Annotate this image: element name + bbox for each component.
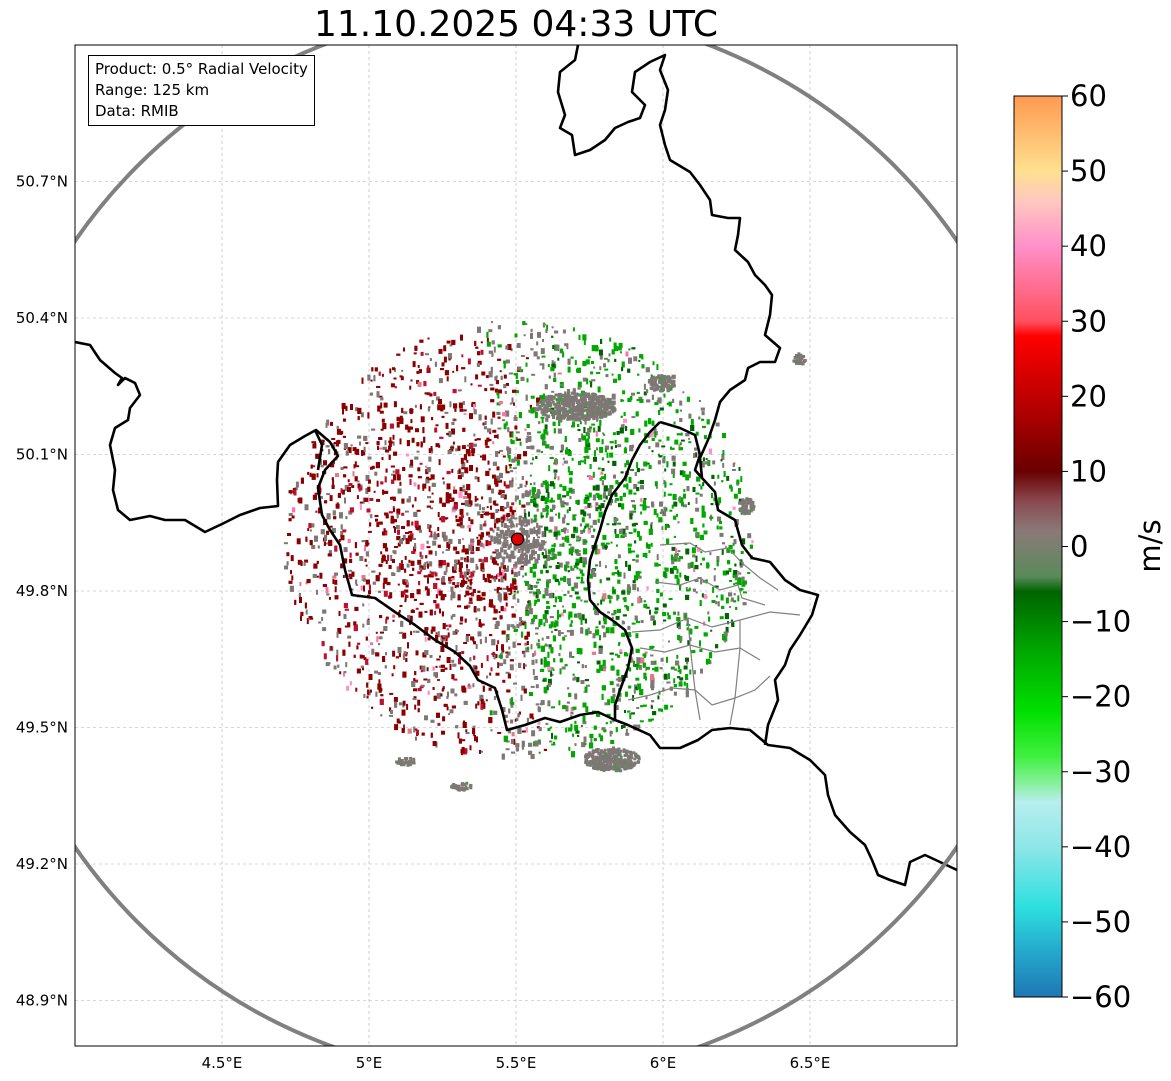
colorbar-tick-label: 40 bbox=[1070, 229, 1107, 263]
colorbar-tick-label: 50 bbox=[1070, 154, 1107, 188]
colorbar-tick-label: −50 bbox=[1070, 905, 1131, 939]
map-title: 11.10.2025 04:33 UTC bbox=[313, 4, 719, 45]
lon-tick-label: 5.5°E bbox=[496, 1054, 537, 1072]
lat-tick-label: 50.4°N bbox=[16, 309, 68, 327]
country-borders bbox=[75, 45, 957, 887]
latitude-tick-labels: 50.7°N 50.4°N 50.1°N 49.8°N 49.5°N 49.2°N 48.9… bbox=[16, 173, 68, 1010]
colorbar-tick-label: −30 bbox=[1070, 755, 1131, 789]
lat-tick-label: 48.9°N bbox=[16, 992, 68, 1010]
lat-tick-label: 49.5°N bbox=[16, 719, 68, 737]
colorbar: 60 50 40 30 20 10 0 −10 −20 −30 −40 −50 −60 m/s bbox=[1013, 79, 1167, 1014]
colorbar-tick-label: 60 bbox=[1070, 79, 1107, 113]
colorbar-ticks: 60 50 40 30 20 10 0 −10 −20 −30 −40 −50 −60 bbox=[1062, 79, 1131, 1014]
lat-tick-label: 50.1°N bbox=[16, 446, 68, 464]
radar-site-marker[interactable] bbox=[510, 532, 525, 546]
colorbar-tick-label: 10 bbox=[1070, 454, 1107, 488]
product-line: Product: 0.5° Radial Velocity bbox=[95, 60, 308, 78]
colorbar-tick-label: 20 bbox=[1070, 379, 1107, 413]
lon-tick-label: 4.5°E bbox=[202, 1054, 243, 1072]
colorbar-tick-label: −10 bbox=[1070, 605, 1131, 639]
colorbar-tick-label: −60 bbox=[1070, 980, 1131, 1014]
lat-tick-label: 49.2°N bbox=[16, 855, 68, 873]
lon-tick-label: 6.5°E bbox=[790, 1054, 831, 1072]
colorbar-tick-label: 30 bbox=[1070, 304, 1107, 338]
colorbar-gradient bbox=[1013, 95, 1063, 998]
lon-tick-label: 6°E bbox=[650, 1054, 677, 1072]
colorbar-tick-label: 0 bbox=[1070, 530, 1088, 564]
lat-tick-label: 49.8°N bbox=[16, 582, 68, 600]
data-source-line: Data: RMIB bbox=[95, 102, 179, 120]
longitude-tick-labels: 4.5°E 5°E 5.5°E 6°E 6.5°E bbox=[202, 1054, 831, 1072]
colorbar-tick-label: −40 bbox=[1070, 830, 1131, 864]
colorbar-unit-label: m/s bbox=[1133, 519, 1167, 572]
product-info-box: Product: 0.5° Radial Velocity Range: 125… bbox=[88, 55, 315, 126]
map-plot-area[interactable] bbox=[0, 9, 1051, 1079]
lat-tick-label: 50.7°N bbox=[16, 173, 68, 191]
luxembourg-admin-boundaries bbox=[627, 542, 801, 726]
range-line: Range: 125 km bbox=[95, 81, 210, 99]
plot-frame bbox=[74, 44, 958, 1047]
lon-tick-label: 5°E bbox=[356, 1054, 383, 1072]
colorbar-tick-label: −20 bbox=[1070, 680, 1131, 714]
